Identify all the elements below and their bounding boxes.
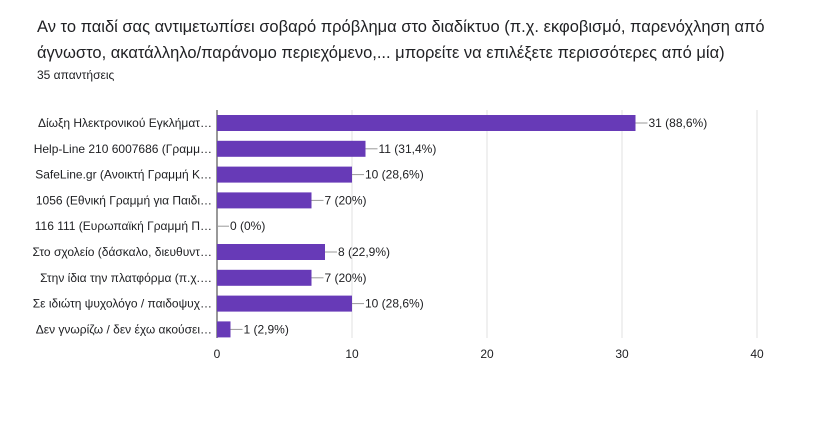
category-label: Δεν γνωρίζω / δεν έχω ακούσει… — [36, 322, 212, 336]
value-label: 10 (28,6%) — [365, 297, 424, 311]
response-count: 35 απαντήσεις — [37, 68, 115, 82]
value-label: 31 (88,6%) — [649, 116, 708, 130]
value-label: 11 (31,4%) — [379, 142, 437, 156]
value-label: 0 (0%) — [230, 219, 265, 233]
category-label: Στο σχολείο (δάσκαλο, διευθυντ… — [33, 245, 212, 259]
category-label: 1056 (Εθνική Γραμμή για Παιδι… — [36, 193, 212, 207]
value-label: 8 (22,9%) — [338, 245, 390, 259]
category-label: Σε ιδιώτη ψυχολόγο / παιδοψυχ… — [33, 297, 212, 311]
bar-layer — [217, 115, 636, 338]
bar — [217, 244, 325, 260]
bar — [217, 321, 231, 338]
category-label: Στην ίδια την πλατφόρμα (π.χ.… — [40, 271, 212, 285]
bar — [217, 192, 312, 209]
question-title: Αν το παιδί σας αντιμετωπίσει σοβαρό πρό… — [37, 18, 765, 62]
bar — [217, 140, 366, 157]
category-label: Help-Line 210 6007686 (Γραμμ… — [34, 142, 212, 156]
bar — [217, 269, 312, 286]
bar — [217, 295, 352, 312]
label-layer: Δίωξη Ηλεκτρονικού Εγκλήματ… 31 (88,6%) He… — [33, 116, 708, 336]
category-label: 116 111 (Ευρωπαϊκή Γραμμή Π… — [35, 219, 212, 233]
tick-layer: 0 10 20 30 40 — [214, 347, 764, 361]
x-tick-label: 10 — [345, 347, 359, 361]
x-tick-label: 30 — [615, 347, 629, 361]
value-label: 7 (20%) — [325, 271, 367, 285]
value-label: 10 (28,6%) — [365, 168, 424, 182]
bar — [217, 166, 352, 183]
x-tick-label: 40 — [750, 347, 764, 361]
x-tick-label: 0 — [214, 347, 221, 361]
value-label: 7 (20%) — [325, 193, 367, 207]
category-label: SafeLine.gr (Ανοικτή Γραμμή Κ… — [35, 168, 212, 182]
category-label: Δίωξη Ηλεκτρονικού Εγκλήματ… — [38, 116, 212, 130]
bar — [217, 115, 636, 131]
x-tick-label: 20 — [480, 347, 494, 361]
value-label: 1 (2,9%) — [244, 322, 289, 336]
